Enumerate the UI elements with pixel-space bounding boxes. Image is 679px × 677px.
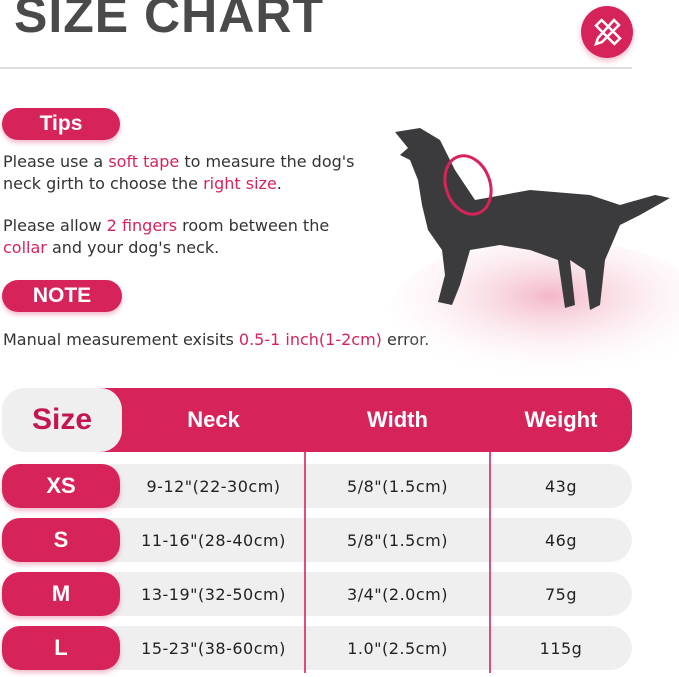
- neck-cell: 15-23"(38-60cm): [141, 638, 286, 658]
- page-title: SIZE CHART: [14, 0, 324, 43]
- header-weight: Weight: [524, 407, 598, 432]
- width-cell: 5/8"(1.5cm): [347, 530, 448, 550]
- width-cell: 5/8"(1.5cm): [347, 476, 448, 496]
- width-cell: 3/4"(2.0cm): [347, 584, 448, 604]
- dog-illustration: [390, 128, 679, 370]
- weight-cell: 115g: [539, 638, 583, 658]
- table-header: [100, 388, 632, 452]
- neck-cell: 9-12"(22-30cm): [146, 476, 281, 496]
- note-text: Manual measurement exisits 0.5-1 inch(1-…: [3, 330, 429, 349]
- divider: [0, 67, 632, 69]
- tips-paragraph-2: Please allow 2 fingers room between the …: [3, 216, 330, 257]
- weight-cell: 75g: [544, 584, 577, 604]
- table-row: [110, 464, 632, 508]
- size-xs: XS: [2, 464, 120, 508]
- weight-cell: 43g: [544, 476, 577, 496]
- column-divider: [304, 388, 306, 673]
- ruler-pencil-icon: [581, 6, 633, 58]
- header-width: Width: [367, 407, 428, 432]
- weight-cell: 46g: [544, 530, 577, 550]
- size-s: S: [2, 518, 120, 562]
- width-cell: 1.0"(2.5cm): [347, 638, 448, 658]
- tips-label: Tips: [2, 108, 120, 140]
- tips-paragraph-1: Please use a soft tape to measure the do…: [3, 152, 355, 193]
- note-label: NOTE: [2, 280, 122, 312]
- size-m: M: [2, 572, 120, 616]
- neck-cell: 13-19"(32-50cm): [141, 584, 286, 604]
- table-row: [110, 518, 632, 562]
- table-row: [110, 626, 632, 670]
- header-size: Size: [2, 388, 122, 452]
- table-row: [110, 572, 632, 616]
- header-neck: Neck: [187, 407, 240, 432]
- column-divider: [489, 388, 491, 673]
- size-l: L: [2, 626, 120, 670]
- neck-cell: 11-16"(28-40cm): [141, 530, 286, 550]
